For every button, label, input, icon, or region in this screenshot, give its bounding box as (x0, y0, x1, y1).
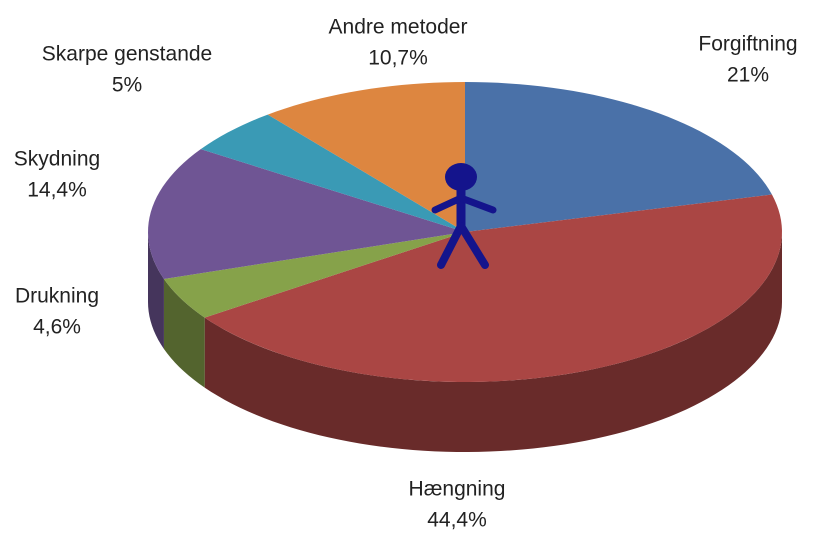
slice (163, 232, 465, 318)
slice (465, 82, 772, 232)
slice-side (148, 232, 164, 349)
slice (200, 114, 465, 232)
slice-label: Andre metoder (329, 16, 468, 39)
slice-value-label: 21% (727, 64, 769, 87)
slice-label: Skarpe genstande (42, 43, 212, 66)
slice-label: Hængning (409, 478, 506, 501)
slice-label: Drukning (15, 285, 99, 308)
slice-value-label: 14,4% (27, 179, 87, 202)
slice-value-label: 5% (112, 74, 142, 97)
slice-value-label: 10,7% (368, 47, 428, 70)
labels: Forgiftning 21% Hængning 44,4% Drukning 4,6% S… (14, 16, 798, 532)
slice-label: Skydning (14, 148, 100, 171)
slice-value-label: 44,4% (427, 509, 487, 532)
slice-side (204, 232, 783, 452)
slice-value-label: 4,6% (33, 316, 81, 339)
slice (148, 149, 465, 279)
slice (267, 82, 465, 232)
slice (204, 194, 782, 382)
slice-side (163, 278, 205, 388)
slice-label: Forgiftning (698, 33, 797, 56)
stick-figure (431, 163, 497, 269)
pie (148, 82, 783, 452)
